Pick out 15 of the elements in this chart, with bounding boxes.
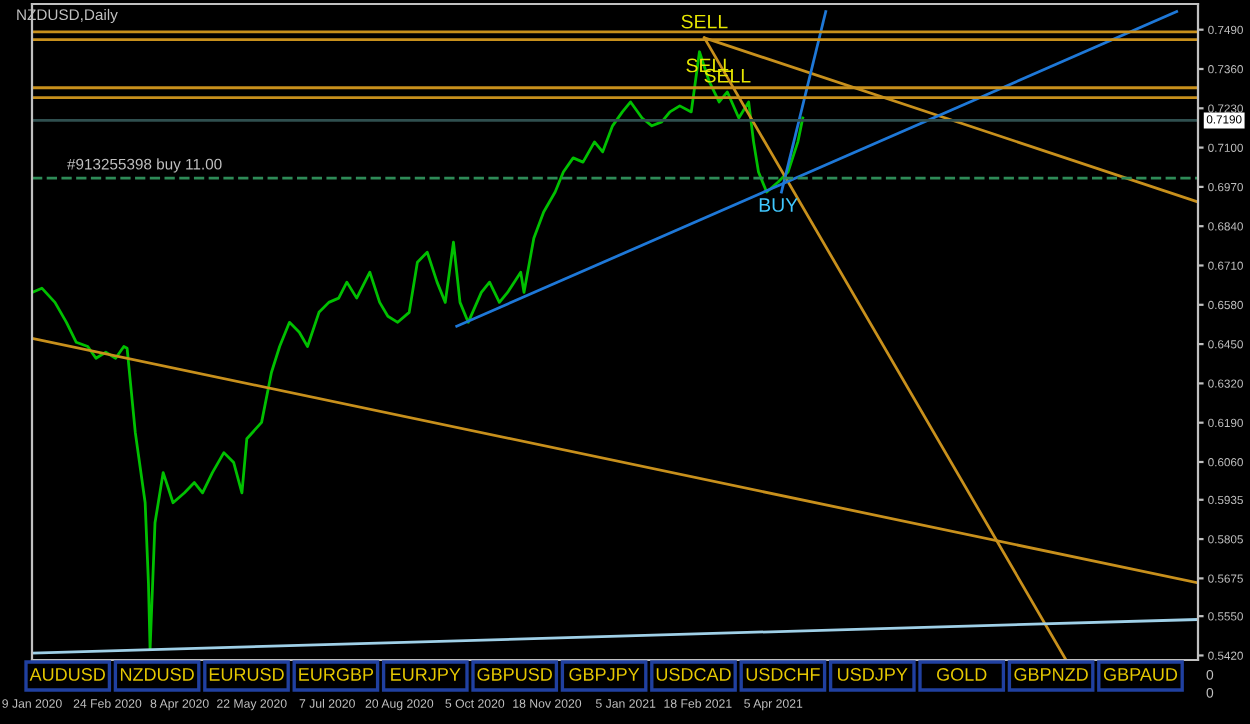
text: EURGBP (299, 668, 374, 681)
text: NZDUSD (120, 668, 194, 681)
text: GBPUSD (477, 668, 552, 681)
text: GOLD (937, 668, 987, 681)
text: EURJPY (391, 668, 461, 681)
annotation: BUY (759, 198, 798, 212)
text: GBPNZD (1014, 668, 1088, 681)
text: USDCAD (656, 668, 731, 681)
text: USDJPY (838, 668, 908, 681)
text: EURUSD (209, 668, 284, 681)
annotation: SELL (681, 14, 728, 29)
text: AUDUSD (29, 668, 105, 681)
text: GBPJPY (569, 668, 640, 681)
text: GBPAUD (1103, 668, 1178, 681)
text: USDCHF (746, 668, 820, 681)
